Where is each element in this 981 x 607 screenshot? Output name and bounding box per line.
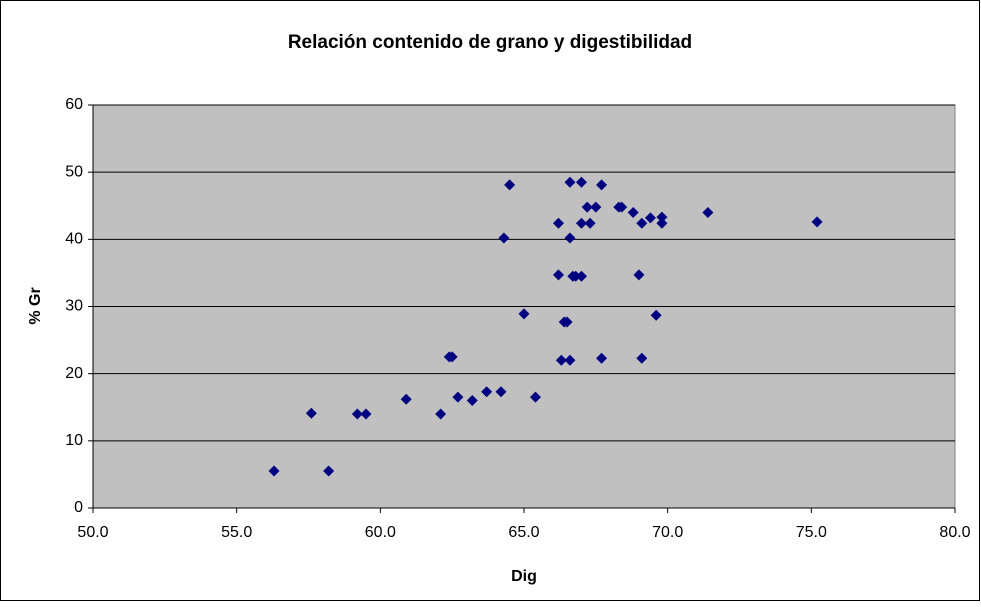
point xyxy=(636,217,648,229)
point xyxy=(305,407,317,419)
point xyxy=(575,270,587,282)
point xyxy=(616,201,628,213)
chart-title: Relación contenido de grano y digestibil… xyxy=(288,32,692,53)
y-tick-label: 10 xyxy=(65,432,83,449)
point xyxy=(466,395,478,407)
point xyxy=(435,408,447,420)
point xyxy=(504,179,516,191)
y-tick-label: 30 xyxy=(65,298,83,315)
x-tick-label: 55.0 xyxy=(221,524,252,541)
point xyxy=(555,354,567,366)
point xyxy=(446,351,458,363)
point xyxy=(481,386,493,398)
y-tick-label: 40 xyxy=(65,231,83,248)
point xyxy=(570,270,582,282)
y-tick-label: 20 xyxy=(65,365,83,382)
point xyxy=(498,232,510,244)
point xyxy=(650,309,662,321)
point xyxy=(627,206,639,218)
point xyxy=(564,176,576,188)
x-tick-label: 70.0 xyxy=(652,524,683,541)
y-axis-label: % Gr xyxy=(27,287,44,324)
point xyxy=(590,201,602,213)
x-tick-label: 50.0 xyxy=(77,524,108,541)
point xyxy=(702,206,714,218)
point xyxy=(636,352,648,364)
point xyxy=(518,308,530,320)
x-axis-label: Dig xyxy=(511,568,537,585)
point xyxy=(529,391,541,403)
point xyxy=(656,217,668,229)
point xyxy=(561,316,573,328)
x-tick-label: 80.0 xyxy=(939,524,970,541)
point xyxy=(360,408,372,420)
y-tick-label: 0 xyxy=(74,499,83,516)
point xyxy=(452,391,464,403)
x-tick-label: 60.0 xyxy=(365,524,396,541)
point xyxy=(564,354,576,366)
point xyxy=(268,465,280,477)
point xyxy=(323,465,335,477)
x-tick-label: 65.0 xyxy=(508,524,539,541)
point xyxy=(552,217,564,229)
point xyxy=(564,232,576,244)
point xyxy=(644,212,656,224)
point xyxy=(633,269,645,281)
point xyxy=(552,269,564,281)
point xyxy=(575,217,587,229)
x-tick-label: 75.0 xyxy=(796,524,827,541)
point xyxy=(656,211,668,223)
point xyxy=(584,217,596,229)
point xyxy=(596,352,608,364)
y-tick-label: 50 xyxy=(65,163,83,180)
y-tick-label: 60 xyxy=(65,96,83,113)
point xyxy=(575,176,587,188)
point xyxy=(596,179,608,191)
point xyxy=(811,216,823,228)
point xyxy=(400,393,412,405)
point xyxy=(351,408,363,420)
point xyxy=(495,386,507,398)
point xyxy=(581,201,593,213)
